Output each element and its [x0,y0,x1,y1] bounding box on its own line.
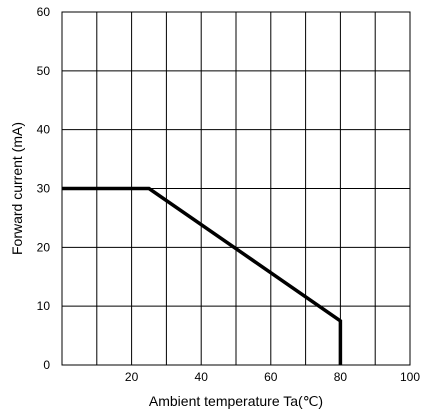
x-axis-title: Ambient temperature Ta(℃) [149,393,323,409]
x-tick-label: 20 [125,370,139,384]
y-tick-label: 60 [37,5,51,19]
y-tick-label: 30 [37,182,51,196]
y-tick-label: 20 [37,240,51,254]
series-line [62,186,343,365]
x-tick-label: 80 [334,370,348,384]
x-tick-label: 100 [400,370,420,384]
x-tick-label: 60 [264,370,278,384]
y-axis-tick-labels: 0 10 20 30 40 50 60 [37,5,51,372]
y-tick-label: 50 [37,64,51,78]
series-layer [62,186,343,365]
y-tick-label: 0 [43,358,50,372]
x-tick-label: 40 [195,370,209,384]
x-axis-tick-labels: 20 40 60 80 100 [125,370,420,384]
y-tick-label: 10 [37,299,51,313]
y-axis-title: Forward current (mA) [9,122,25,255]
y-tick-label: 40 [37,123,51,137]
